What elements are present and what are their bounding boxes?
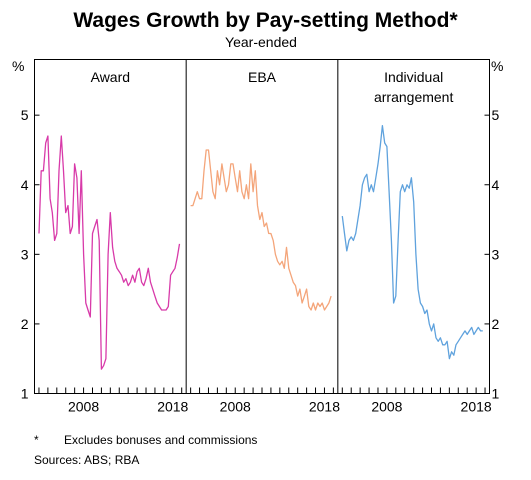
y-tick-label-right: 3 <box>492 246 500 262</box>
footnote-sources: Sources: ABS; RBA <box>34 453 139 467</box>
series-line-eba <box>190 149 332 311</box>
y-tick-label-left: 1 <box>21 386 29 402</box>
chart-subtitle: Year-ended <box>225 34 297 50</box>
panel-title: Award <box>91 69 130 85</box>
x-tick-label: 2018 <box>461 399 492 415</box>
chart-title: Wages Growth by Pay-setting Method* <box>73 9 458 32</box>
footnote-marker: * <box>34 433 39 447</box>
y-tick-label-left: 4 <box>21 177 29 193</box>
x-tick-label: 2018 <box>157 399 188 415</box>
y-tick-label-left: 5 <box>21 107 29 123</box>
panel-title: EBA <box>248 69 277 85</box>
x-tick-label: 2008 <box>220 399 251 415</box>
plot-frame <box>34 59 490 394</box>
panel-title: arrangement <box>374 89 453 105</box>
footnote-text: Excludes bonuses and commissions <box>64 433 257 447</box>
y-tick-label-left: 3 <box>21 246 29 262</box>
y-tick-label-left: 2 <box>21 316 29 332</box>
series-line-individual-arrangement <box>341 124 483 360</box>
right-axis-unit: % <box>491 58 503 74</box>
y-tick-label-right: 5 <box>492 107 500 123</box>
x-tick-label: 2018 <box>309 399 340 415</box>
y-tick-label-right: 1 <box>492 386 500 402</box>
x-tick-label: 2008 <box>371 399 402 415</box>
y-tick-label-right: 4 <box>492 177 500 193</box>
series-line-award <box>38 135 181 370</box>
panel-title: Individual <box>384 69 443 85</box>
x-tick-label: 2008 <box>68 399 99 415</box>
y-tick-label-right: 2 <box>492 316 500 332</box>
left-axis-unit: % <box>12 58 24 74</box>
